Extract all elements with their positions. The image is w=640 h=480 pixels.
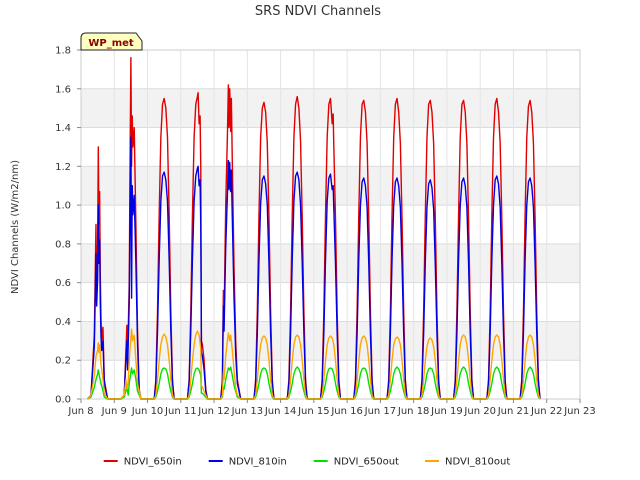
plot-band (81, 205, 580, 244)
series-line (87, 136, 541, 400)
legend-label: NDVI_810in (229, 457, 287, 468)
x-axis-ticks: Jun 8 Jun 9 Jun 10 Jun 11 Jun 12 Jun 13 Jun 14… (67, 399, 596, 417)
x-tick-label: Jun 17 (364, 406, 397, 417)
y-tick-label: 1.8 (55, 46, 71, 57)
x-tick-label: Jun 21 (497, 406, 530, 417)
x-tick-label: Jun 10 (131, 406, 164, 417)
plot-frame (80, 49, 581, 400)
legend-item: NDVI_810out (425, 457, 510, 468)
y-tick-label: 0.8 (55, 239, 71, 250)
y-tick-label: 1.0 (55, 201, 71, 212)
x-tick-label: Jun 16 (330, 406, 363, 417)
series-line (87, 366, 541, 400)
plot-band (81, 282, 580, 322)
legend-label: NDVI_650out (334, 457, 399, 468)
y-tick-label: 0.0 (55, 395, 71, 406)
badge-label: WP_met (88, 38, 134, 49)
series-ndvi-650out (87, 366, 541, 400)
y-tick-label: 1.2 (55, 162, 71, 173)
legend-item: NDVI_650out (313, 457, 399, 468)
x-tick-label: Jun 15 (297, 406, 330, 417)
x-tick-label: Jun 11 (164, 406, 197, 417)
x-tick-label: Jun 22 (530, 406, 563, 417)
plot-band (81, 50, 580, 89)
plot-band (81, 321, 580, 361)
x-tick-label: Jun 8 (67, 406, 93, 417)
y-axis-title: NDVI Channels (W/m2/nm) (10, 160, 21, 294)
y-tick-label: 0.6 (55, 278, 71, 289)
y-tick-label: 0.4 (55, 317, 71, 328)
badge-shape (80, 32, 143, 51)
x-tick-label: Jun 13 (231, 406, 264, 417)
series-layer (87, 57, 541, 400)
y-tick-label: 0.2 (55, 356, 71, 367)
x-tick-label: Jun 12 (197, 406, 230, 417)
plot-band (81, 127, 580, 167)
x-tick-label: Jun 19 (430, 406, 463, 417)
legend-item: NDVI_810in (208, 457, 287, 468)
legend-item: NDVI_650in (103, 457, 182, 468)
x-tick-label: Jun 20 (463, 406, 496, 417)
station-badge: WP_met (80, 32, 143, 51)
plot-band (81, 243, 580, 283)
series-ndvi-810in (87, 136, 541, 400)
legend-label: NDVI_810out (445, 457, 510, 468)
x-tick-label: Jun 9 (101, 406, 127, 417)
y-tick-label: 1.6 (55, 84, 71, 95)
legend: NDVI_650in NDVI_810in NDVI_650out NDVI_810o… (103, 457, 510, 468)
y-tick-label: 1.4 (55, 123, 71, 134)
chart-title: SRS NDVI Channels (255, 4, 381, 19)
y-axis-ticks: 0.0 0.2 0.4 0.6 0.8 1.0 1.2 1.4 1.6 1.8 (55, 46, 81, 406)
legend-label: NDVI_650in (124, 457, 182, 468)
x-tick-label: Jun 14 (264, 406, 297, 417)
plot-band (81, 166, 580, 206)
x-tick-label: Jun 18 (397, 406, 430, 417)
x-tick-label: Jun 23 (563, 406, 596, 417)
